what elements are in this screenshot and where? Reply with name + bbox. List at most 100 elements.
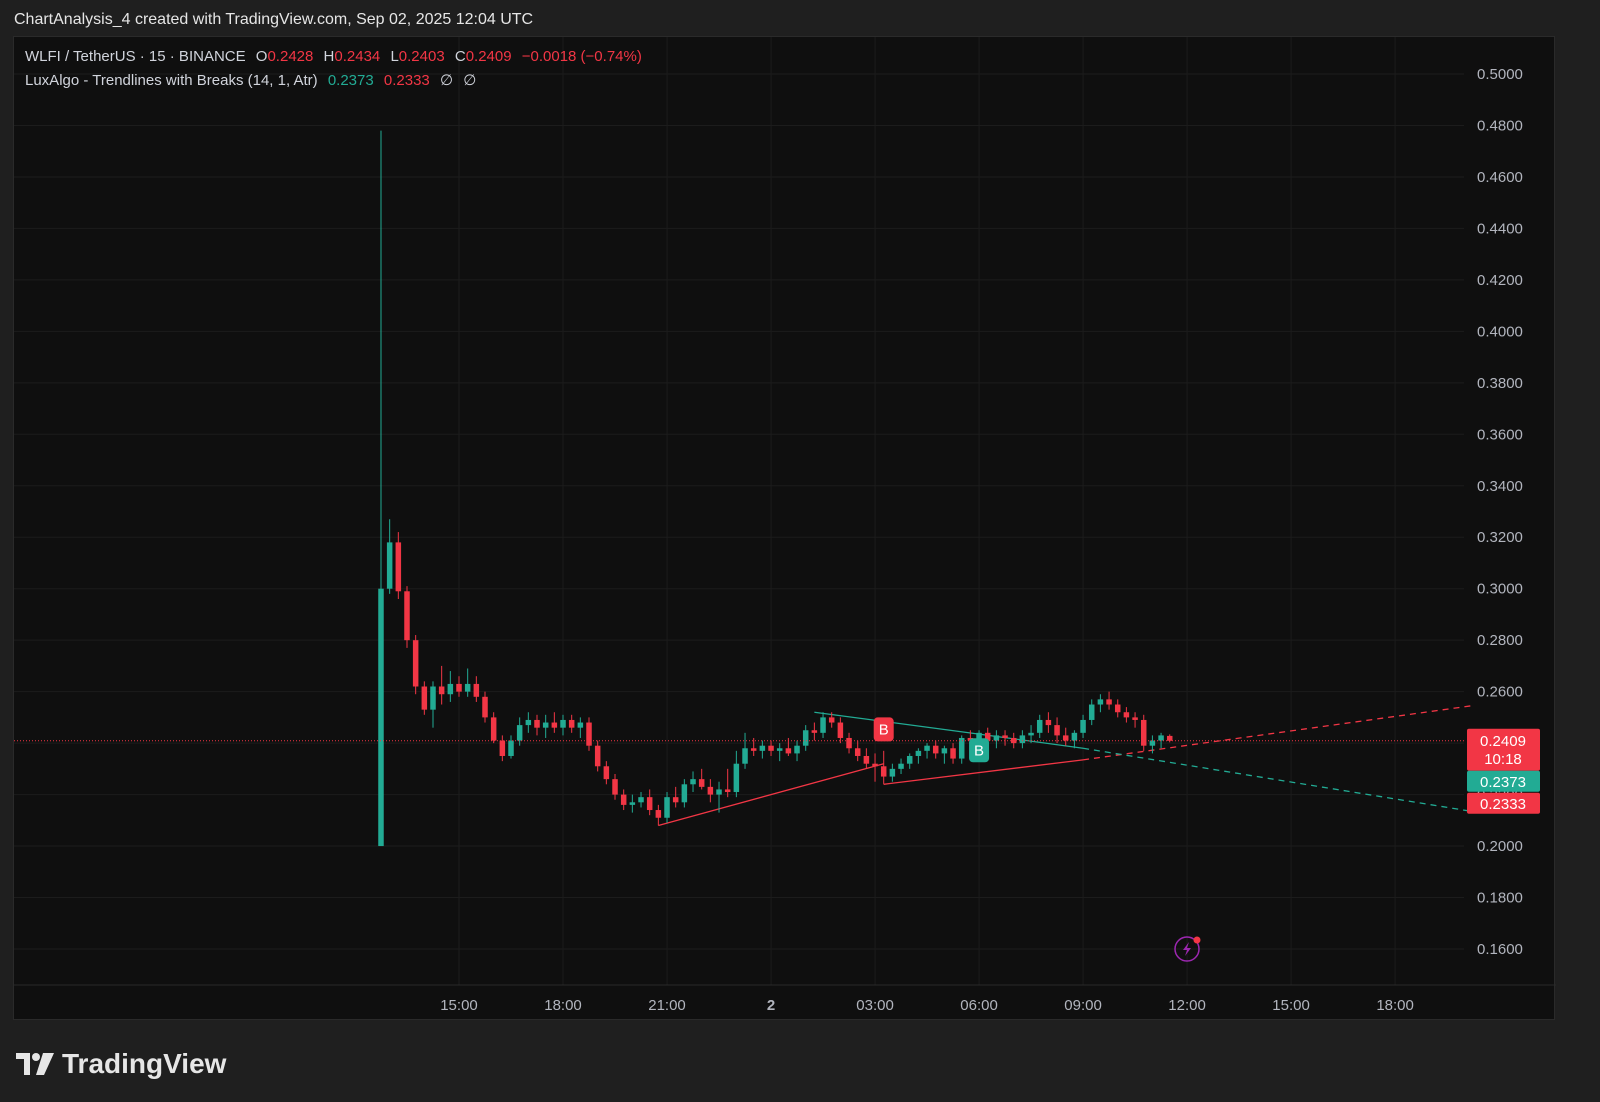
y-tick-label: 0.4800 [1477,117,1523,134]
candle-body [1123,712,1130,718]
candle-body [1132,717,1138,720]
x-tick-label: 21:00 [648,997,686,1014]
indicator-price-tag-value: 0.2333 [1480,796,1526,813]
low-value: 0.2403 [398,48,445,65]
candle-body [1019,735,1026,744]
candle-body [906,755,913,764]
candle-body [499,740,506,756]
chart-panel[interactable]: 0.5000 0.4800 0.4600 0.4400 0.4200 0.4000 0.38… [13,36,1556,1021]
open-label: O [255,48,268,65]
symbol-legend[interactable]: WLFI / TetherUS · 15 · BINANCE O0.2428 H… [25,48,648,65]
candle-body [508,740,514,756]
indicator-price-tag [1467,770,1540,792]
current-price-countdown: 10:18 [1484,751,1522,768]
chart-header-title: ChartAnalysis_4 created with TradingView… [14,11,534,28]
x-tick-label: 03:00 [856,997,894,1014]
candle-body [1002,735,1008,738]
candle-body [698,779,705,787]
candle-body [742,748,748,764]
candle-body [941,748,948,754]
candle-body [837,722,844,738]
break-label-badge [969,738,990,763]
y-tick-label: 0.4200 [1477,272,1523,289]
close-value: 0.2409 [465,48,512,65]
lightning-icon [1174,936,1200,962]
candle-body [646,797,653,811]
y-tick-label: 0.3600 [1477,426,1523,443]
price-chart[interactable]: 0.5000 0.4800 0.4600 0.4400 0.4200 0.4000 0.38… [14,37,1556,1021]
candle-body [1166,735,1173,741]
candle-body [768,745,774,751]
low-label: L [390,48,399,65]
y-tick-label: 0.3400 [1477,478,1523,495]
candle-body [438,686,445,695]
candle-body [889,768,896,777]
break-label-text: B [879,721,889,738]
candle-body [629,802,636,805]
candle-body [785,748,792,754]
candle-body [525,719,532,726]
x-tick-label: 18:00 [1376,997,1414,1014]
indicator-legend[interactable]: LuxAlgo - Trendlines with Breaks (14, 1,… [25,71,482,89]
tradingview-logo[interactable]: TradingView [16,1048,226,1080]
candle-body [395,542,402,592]
candle-body [1028,732,1034,736]
candle-body [690,779,696,785]
high-label: H [323,48,335,65]
candle-body [1149,740,1156,746]
candle-body [820,717,826,733]
candle-body [430,686,436,710]
empty-set-icon: ∅ [439,72,454,89]
candle-body [828,717,835,723]
indicator-price-tag-value: 0.2373 [1480,774,1526,791]
break-label-badge [873,717,894,742]
candle-body [984,732,991,741]
candle-body [872,763,878,767]
candle-body [976,732,982,741]
candle-body [759,745,766,751]
candle-body [412,640,419,687]
candle-body [707,786,714,795]
candle-body [672,797,679,803]
candle-body [464,683,471,692]
candle-body [560,719,566,728]
candle-body [516,725,523,741]
candle-body [932,745,939,754]
candle-body [794,745,800,754]
candle-body [534,719,540,728]
y-tick-label: 0.5000 [1477,66,1523,83]
trendline-support-2 [883,759,1084,785]
candle-body [447,683,454,695]
candle-body [880,766,887,777]
close-label: C [454,48,466,65]
candle-body [612,779,618,795]
candle-body [993,735,1000,741]
indicator-name[interactable]: LuxAlgo - Trendlines with Breaks (14, 1,… [25,72,318,89]
candle-body [603,766,610,780]
candle-body [542,722,549,728]
indicator-value-upper: 0.2373 [327,72,374,89]
candle-body [456,683,462,692]
candle-body [1097,699,1104,705]
candle-body [482,696,488,718]
candle-body [750,748,757,751]
candle-body [638,797,644,803]
candle-body [1088,704,1095,720]
symbol-name[interactable]: WLFI / TetherUS · 15 · BINANCE [25,48,246,65]
candle-body [421,686,428,710]
current-price-tag [1467,728,1540,771]
indicator-price-tag [1467,792,1540,814]
empty-set-icon: ∅ [463,72,477,89]
candle-body [1158,735,1164,741]
x-tick-label: 12:00 [1168,997,1206,1014]
trendline-resistance-1 [814,711,980,735]
candle-body [1106,699,1112,705]
change-value: −0.0018 (−0.74%) [521,48,642,65]
candle-body [1071,732,1078,741]
candle-body [724,789,731,793]
candle-body [664,797,670,818]
candle-body [716,789,722,795]
y-tick-label: 0.2000 [1477,838,1523,855]
indicator-value-lower: 0.2333 [383,72,430,89]
y-tick-label: 0.2800 [1477,632,1523,649]
